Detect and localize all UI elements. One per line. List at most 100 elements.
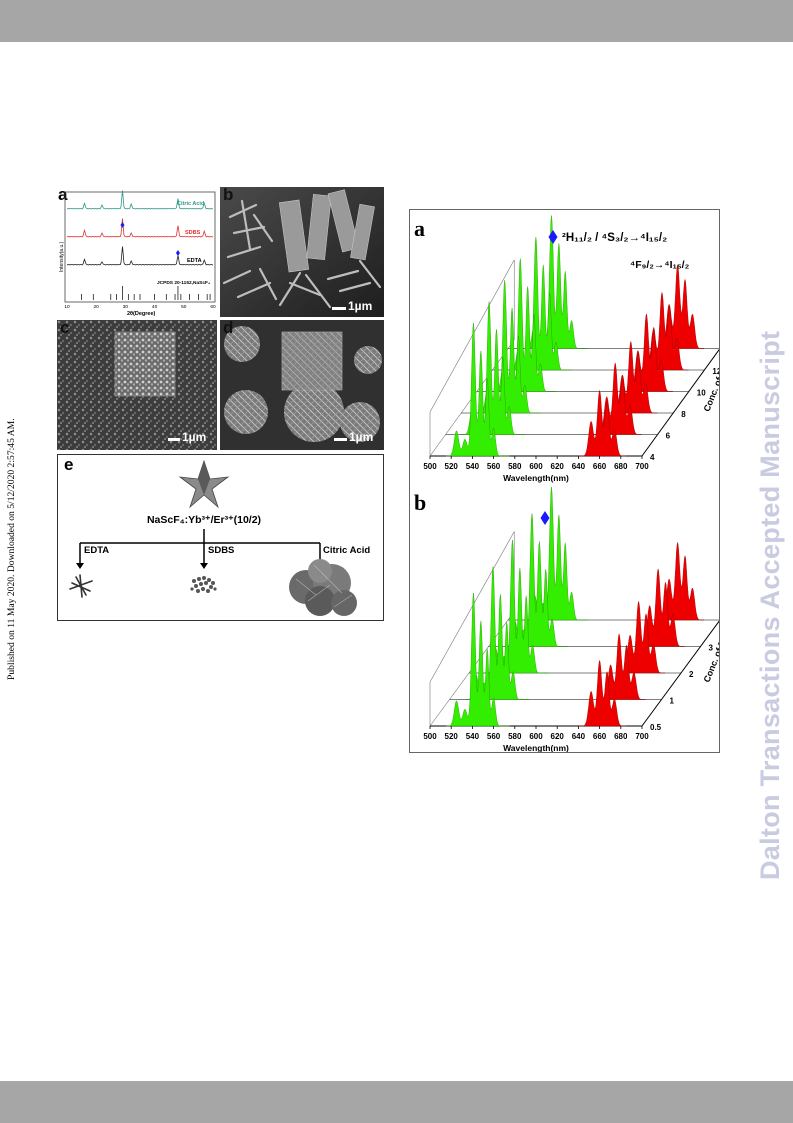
upconversion-spectra: 2012108645005205405605806006206406606807… <box>423 215 719 752</box>
scale-bar-d <box>334 438 347 441</box>
yb-spectrum-layer-12 <box>492 236 705 371</box>
xrd-xtick-label: 30 <box>123 304 129 310</box>
er-spectrum-layer-0.5 <box>430 592 642 727</box>
xrd-xtick-label: 20 <box>94 304 100 310</box>
er-x-tick-label: 640 <box>572 732 586 741</box>
yb-spectrum-layer-10 <box>476 258 689 392</box>
er-depth-axis <box>641 620 719 727</box>
er-green-emission-band <box>445 592 510 727</box>
sem-d-image <box>220 320 384 450</box>
panel-a-label: a <box>58 185 68 204</box>
branch-label-sdbs: SDBS <box>208 545 234 556</box>
er-x-axis-label: Wavelength(nm) <box>503 743 569 752</box>
yb-x-axis-label: Wavelength(nm) <box>503 473 569 483</box>
left-figure: a Intensity(a.u.) Citric Acid SDBS EDTA … <box>57 185 384 621</box>
xrd-trace-label-citric: Citric Acid <box>177 201 204 207</box>
xrd-chart: Intensity(a.u.) Citric Acid SDBS EDTA JC… <box>59 190 216 317</box>
yb-depth-tick-label: 10 <box>697 389 706 398</box>
yb-x-tick-label: 580 <box>508 462 522 471</box>
yb-x-tick-label: 600 <box>529 462 543 471</box>
panel-d-label: d <box>223 320 234 337</box>
er-x-tick-label: 660 <box>593 732 607 741</box>
yb-x-tick-label: 640 <box>572 462 586 471</box>
branch-label-edta: EDTA <box>84 545 109 556</box>
xrd-xtick-label: 60 <box>210 304 216 310</box>
yb-green-emission-band <box>445 322 510 457</box>
er-depth-tick-label: 1 <box>670 697 675 706</box>
scale-label-d: 1µm <box>349 430 374 444</box>
yb-top-left-edge <box>429 259 515 413</box>
xrd-xlabel: 2θ(Degree) <box>127 311 156 317</box>
er-x-tick-label: 560 <box>487 732 501 741</box>
yb-depth-tick-label: 6 <box>666 432 671 441</box>
star-crystal-icon <box>178 459 230 509</box>
xrd-xtick-label: 40 <box>152 304 158 310</box>
er-x-tick-label: 520 <box>445 732 459 741</box>
branch-label-citric: Citric Acid <box>323 545 370 556</box>
schematic-diagram: NaScF₄:Yb³⁺/Er³⁺(10/2) EDTA SDBS Citric … <box>69 459 370 616</box>
scale-label-b: 1µm <box>348 299 373 313</box>
yb-diamond-marker-icon <box>548 230 558 244</box>
yb-depth-axis <box>641 349 719 457</box>
er-top-left-edge <box>429 531 515 683</box>
right-panel-a-label: a <box>414 216 425 241</box>
xrd-trace-0 <box>67 190 214 210</box>
er-x-tick-label: 680 <box>614 732 628 741</box>
yb-red-emission-band <box>578 389 627 457</box>
sem-b-image <box>220 187 384 317</box>
er-diamond-marker-icon <box>540 511 550 525</box>
bottom-band <box>0 1081 793 1123</box>
xrd-reference-label: JCPDS 20-1152,NaScF₄ <box>157 280 211 286</box>
yb-x-tick-label: 700 <box>635 462 649 471</box>
xrd-trace-2 <box>67 246 214 266</box>
flower-microsphere-icon <box>289 559 357 616</box>
er-x-tick-label: 600 <box>529 732 543 741</box>
yb-x-tick-label: 500 <box>423 462 437 471</box>
xrd-diamond-marker <box>120 222 125 228</box>
yb-depth-tick-label: 4 <box>650 453 655 462</box>
right-panel-b-label: b <box>414 490 427 515</box>
xrd-xtick-label: 50 <box>181 304 187 310</box>
right-figure: 2012108645005205405605806006206406606807… <box>409 209 720 753</box>
yb-depth-tick-label: 12 <box>712 367 719 376</box>
er-depth-tick-label: 3 <box>709 644 714 653</box>
yb-x-ticks: 500 520 540 560 580 600 620 640 660 680 700 <box>423 456 649 471</box>
scale-bar-b <box>332 307 346 310</box>
sem-panel-c: c 1µm <box>57 320 217 450</box>
yb-x-tick-label: 680 <box>614 462 628 471</box>
yb-depth-tick-label: 8 <box>681 410 686 419</box>
yb-x-tick-label: 660 <box>593 462 607 471</box>
yb-x-tick-label: 540 <box>466 462 480 471</box>
yb-x-tick-label: 620 <box>551 462 565 471</box>
scale-bar-c <box>168 438 180 441</box>
er-x-tick-label: 540 <box>466 732 480 741</box>
top-band <box>0 0 793 42</box>
er-x-tick-label: 620 <box>551 732 565 741</box>
xrd-xtick-label: 10 <box>64 304 70 310</box>
rod-bundle-icon <box>69 574 93 598</box>
yb-x-tick-label: 560 <box>487 462 501 471</box>
xrd-ylabel: Intensity(a.u.) <box>59 241 65 272</box>
transition-label-green: ²H₁₁/₂ / ⁴S₃/₂→⁴I₁₅/₂ <box>562 232 667 244</box>
accepted-manuscript-watermark: Dalton Transactions Accepted Manuscript <box>755 330 785 880</box>
xrd-panel: a Intensity(a.u.) Citric Acid SDBS EDTA … <box>57 185 217 317</box>
xrd-trace-1 <box>67 218 214 238</box>
er-depth-tick-label: 2 <box>689 670 694 679</box>
transition-label-red: ⁴F₉/₂→⁴I₁₅/₂ <box>630 259 690 271</box>
sem-c-image <box>57 320 217 450</box>
scale-label-c: 1µm <box>182 430 207 444</box>
er-x-tick-label: 500 <box>423 732 437 741</box>
sem-panel-d: d 1µm <box>220 320 384 450</box>
er-red-emission-band <box>578 659 627 727</box>
xrd-trace-label-sdbs: SDBS <box>185 230 201 236</box>
panel-c-label: c <box>60 320 70 337</box>
compound-label: NaScF₄:Yb³⁺/Er³⁺(10/2) <box>147 514 261 526</box>
particle-cluster-icon <box>190 576 217 593</box>
schematic-panel-e: e NaScF₄:Yb³⁺/Er³⁺(10/2) EDTA SDBS Citri… <box>57 454 384 621</box>
sem-panel-b: b 1µm <box>220 187 384 317</box>
xrd-diamond-marker <box>175 250 180 256</box>
er-depth-tick-label: 0.5 <box>650 723 662 732</box>
publication-note: Published on 11 May 2020. Downloaded on … <box>6 418 17 680</box>
xrd-trace-label-edta: EDTA <box>187 258 202 264</box>
panel-e-label: e <box>64 455 74 474</box>
